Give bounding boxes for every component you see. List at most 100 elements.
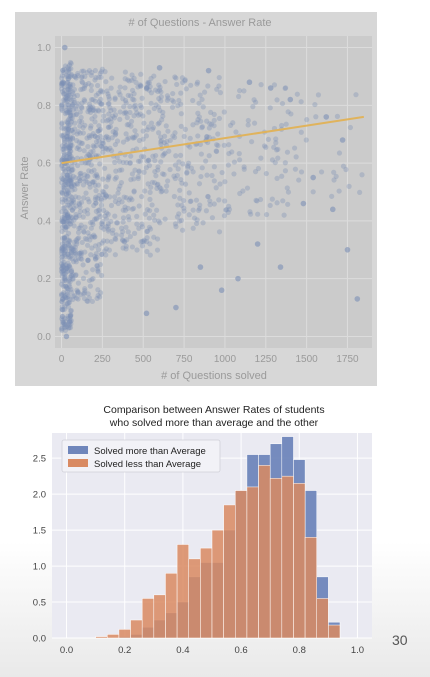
scatter-cloud-point	[62, 251, 68, 258]
scatter-cloud-point	[190, 207, 196, 213]
scatter-cloud-point	[95, 292, 101, 299]
scatter-cloud-point	[78, 104, 85, 110]
scatter-cloud-point	[65, 184, 71, 191]
scatter-cloud-point	[91, 202, 97, 209]
scatter-cloud-point	[60, 296, 66, 302]
scatter-cloud-point	[73, 211, 79, 218]
scatter-cloud-point	[92, 67, 98, 74]
scatter-cloud-point	[87, 283, 93, 289]
scatter-cloud-point	[312, 101, 318, 108]
scatter-cloud-point	[63, 95, 69, 101]
scatter-cloud-point	[76, 139, 82, 145]
scatter-cloud-point	[99, 240, 105, 246]
scatter-cloud-point	[59, 296, 66, 302]
scatter-cloud-point	[88, 162, 94, 168]
scatter-cloud-point	[155, 164, 161, 170]
scatter-cloud-point	[66, 325, 72, 331]
scatter-cloud-point	[263, 170, 269, 177]
scatter-cloud-point	[80, 228, 87, 234]
scatter-cloud-point	[273, 136, 279, 142]
scatter-cloud-point	[126, 78, 132, 84]
scatter-cloud-point	[110, 113, 116, 119]
scatter-cloud-point	[155, 104, 162, 110]
scatter-cloud-point	[190, 97, 196, 104]
histogram-x-tick-label: 0.8	[293, 645, 306, 656]
scatter-cloud-point	[329, 193, 335, 199]
scatter-cloud-point	[62, 205, 68, 211]
scatter-cloud-point	[198, 118, 204, 124]
scatter-cloud-point	[66, 73, 72, 80]
scatter-cloud-point	[135, 175, 141, 182]
scatter-cloud-point	[62, 243, 68, 249]
scatter-cloud-point	[147, 208, 153, 214]
scatter-cloud-point	[97, 133, 103, 139]
scatter-cloud-point	[245, 122, 251, 128]
scatter-cloud-point	[69, 183, 75, 189]
scatter-cloud-point	[123, 224, 129, 230]
scatter-point	[63, 333, 70, 340]
scatter-cloud-point	[67, 136, 74, 142]
scatter-cloud-point	[211, 164, 217, 170]
scatter-cloud-point	[284, 149, 291, 155]
scatter-cloud-point	[92, 243, 99, 249]
scatter-cloud-point	[86, 134, 93, 140]
scatter-cloud-point	[80, 86, 86, 92]
scatter-cloud-point	[67, 264, 73, 271]
scatter-cloud-point	[73, 295, 80, 301]
scatter-cloud-point	[89, 298, 96, 305]
scatter-cloud-point	[97, 161, 103, 167]
scatter-cloud-point	[199, 96, 205, 103]
scatter-cloud-point	[91, 179, 97, 185]
scatter-cloud-point	[96, 99, 102, 105]
scatter-cloud-point	[118, 180, 125, 186]
scatter-cloud-point	[60, 176, 66, 183]
scatter-cloud-point	[59, 254, 65, 260]
scatter-cloud-point	[105, 223, 111, 229]
scatter-cloud-point	[71, 98, 77, 104]
scatter-cloud-point	[75, 72, 81, 79]
scatter-cloud-point	[123, 160, 130, 166]
scatter-cloud-point	[62, 322, 68, 328]
scatter-cloud-point	[60, 156, 66, 162]
scatter-cloud-point	[112, 213, 118, 219]
scatter-cloud-point	[93, 171, 100, 178]
scatter-cloud-point	[77, 204, 83, 210]
histogram-bar-less	[188, 558, 201, 639]
scatter-cloud-point	[158, 134, 164, 140]
scatter-cloud-point	[158, 89, 164, 95]
scatter-cloud-point	[59, 257, 65, 263]
histogram-bar-less	[176, 544, 189, 639]
scatter-cloud-point	[207, 202, 213, 208]
scatter-cloud-point	[76, 213, 82, 219]
scatter-cloud-point	[66, 300, 72, 306]
scatter-cloud-point	[160, 153, 166, 159]
scatter-cloud-point	[136, 225, 142, 231]
scatter-cloud-point	[67, 155, 73, 161]
scatter-cloud-point	[93, 75, 99, 81]
scatter-cloud-point	[164, 183, 170, 189]
scatter-cloud-point	[315, 92, 322, 98]
scatter-cloud-point	[62, 177, 69, 183]
scatter-cloud-point	[59, 304, 65, 310]
scatter-cloud-point	[59, 245, 65, 252]
scatter-cloud-point	[64, 212, 71, 218]
scatter-cloud-point	[65, 133, 71, 140]
scatter-cloud-point	[179, 227, 186, 233]
scatter-cloud-point	[78, 222, 84, 228]
scatter-cloud-point	[230, 120, 236, 126]
scatter-cloud-point	[150, 124, 156, 131]
legend-label-less: Solved less than Average	[94, 459, 201, 470]
scatter-cloud-point	[225, 162, 232, 168]
scatter-cloud-point	[65, 223, 71, 230]
scatter-cloud-point	[60, 264, 66, 270]
scatter-cloud-point	[62, 245, 68, 251]
histogram-bar-less	[293, 483, 306, 639]
scatter-cloud-point	[226, 206, 233, 212]
histogram-bar-less	[118, 629, 131, 639]
scatter-cloud-point	[92, 98, 98, 104]
scatter-cloud-point	[105, 147, 111, 153]
scatter-point	[254, 241, 261, 247]
scatter-cloud-point	[72, 186, 78, 192]
scatter-cloud-point	[115, 200, 121, 207]
scatter-cloud-point	[105, 124, 111, 130]
